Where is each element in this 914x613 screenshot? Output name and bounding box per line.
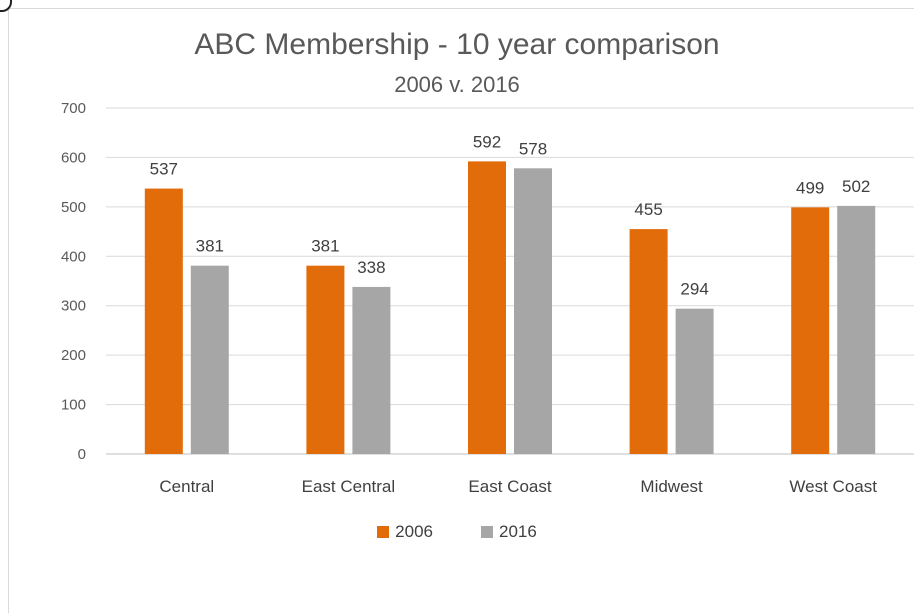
data-label: 537 xyxy=(150,160,178,179)
x-category-label: Midwest xyxy=(640,477,703,496)
y-tick-label: 500 xyxy=(61,199,86,216)
x-category-label: Central xyxy=(159,477,214,496)
y-tick-label: 200 xyxy=(61,347,86,364)
legend-label-2016: 2016 xyxy=(499,522,537,541)
corner-mark xyxy=(0,0,12,12)
bar xyxy=(190,265,229,454)
x-category-label: East Coast xyxy=(468,477,551,496)
chart-subtitle: 2006 v. 2016 xyxy=(394,72,520,97)
legend-swatch-2016 xyxy=(481,526,493,538)
y-tick-label: 100 xyxy=(61,397,86,414)
data-label: 578 xyxy=(519,139,547,158)
data-label: 294 xyxy=(680,280,708,299)
legend-item-2016: 2016 xyxy=(481,522,537,542)
chart-frame xyxy=(8,8,914,613)
bar xyxy=(791,207,830,454)
y-tick-label: 400 xyxy=(61,248,86,265)
legend-label-2006: 2006 xyxy=(395,522,433,541)
y-tick-label: 600 xyxy=(61,149,86,166)
y-tick-label: 300 xyxy=(61,298,86,315)
chart-legend: 2006 2016 xyxy=(0,522,914,542)
data-label: 381 xyxy=(311,237,339,256)
data-label: 381 xyxy=(196,237,224,256)
y-tick-label: 0 xyxy=(78,446,86,463)
x-category-label: West Coast xyxy=(789,477,877,496)
bar xyxy=(468,161,506,454)
bar xyxy=(144,188,183,454)
bar xyxy=(837,205,876,454)
legend-item-2006: 2006 xyxy=(377,522,433,542)
bar xyxy=(306,265,345,454)
data-label: 499 xyxy=(796,178,824,197)
legend-swatch-2006 xyxy=(377,526,390,538)
bar xyxy=(514,168,552,454)
data-label: 502 xyxy=(842,177,870,196)
bar xyxy=(675,308,714,454)
bar xyxy=(629,229,668,454)
x-category-label: East Central xyxy=(302,477,396,496)
chart-title: ABC Membership - 10 year comparison xyxy=(194,28,720,61)
data-label: 338 xyxy=(357,258,385,277)
data-label: 592 xyxy=(473,132,501,151)
bar xyxy=(352,286,391,454)
data-label: 455 xyxy=(634,200,662,219)
y-tick-label: 700 xyxy=(61,100,86,117)
